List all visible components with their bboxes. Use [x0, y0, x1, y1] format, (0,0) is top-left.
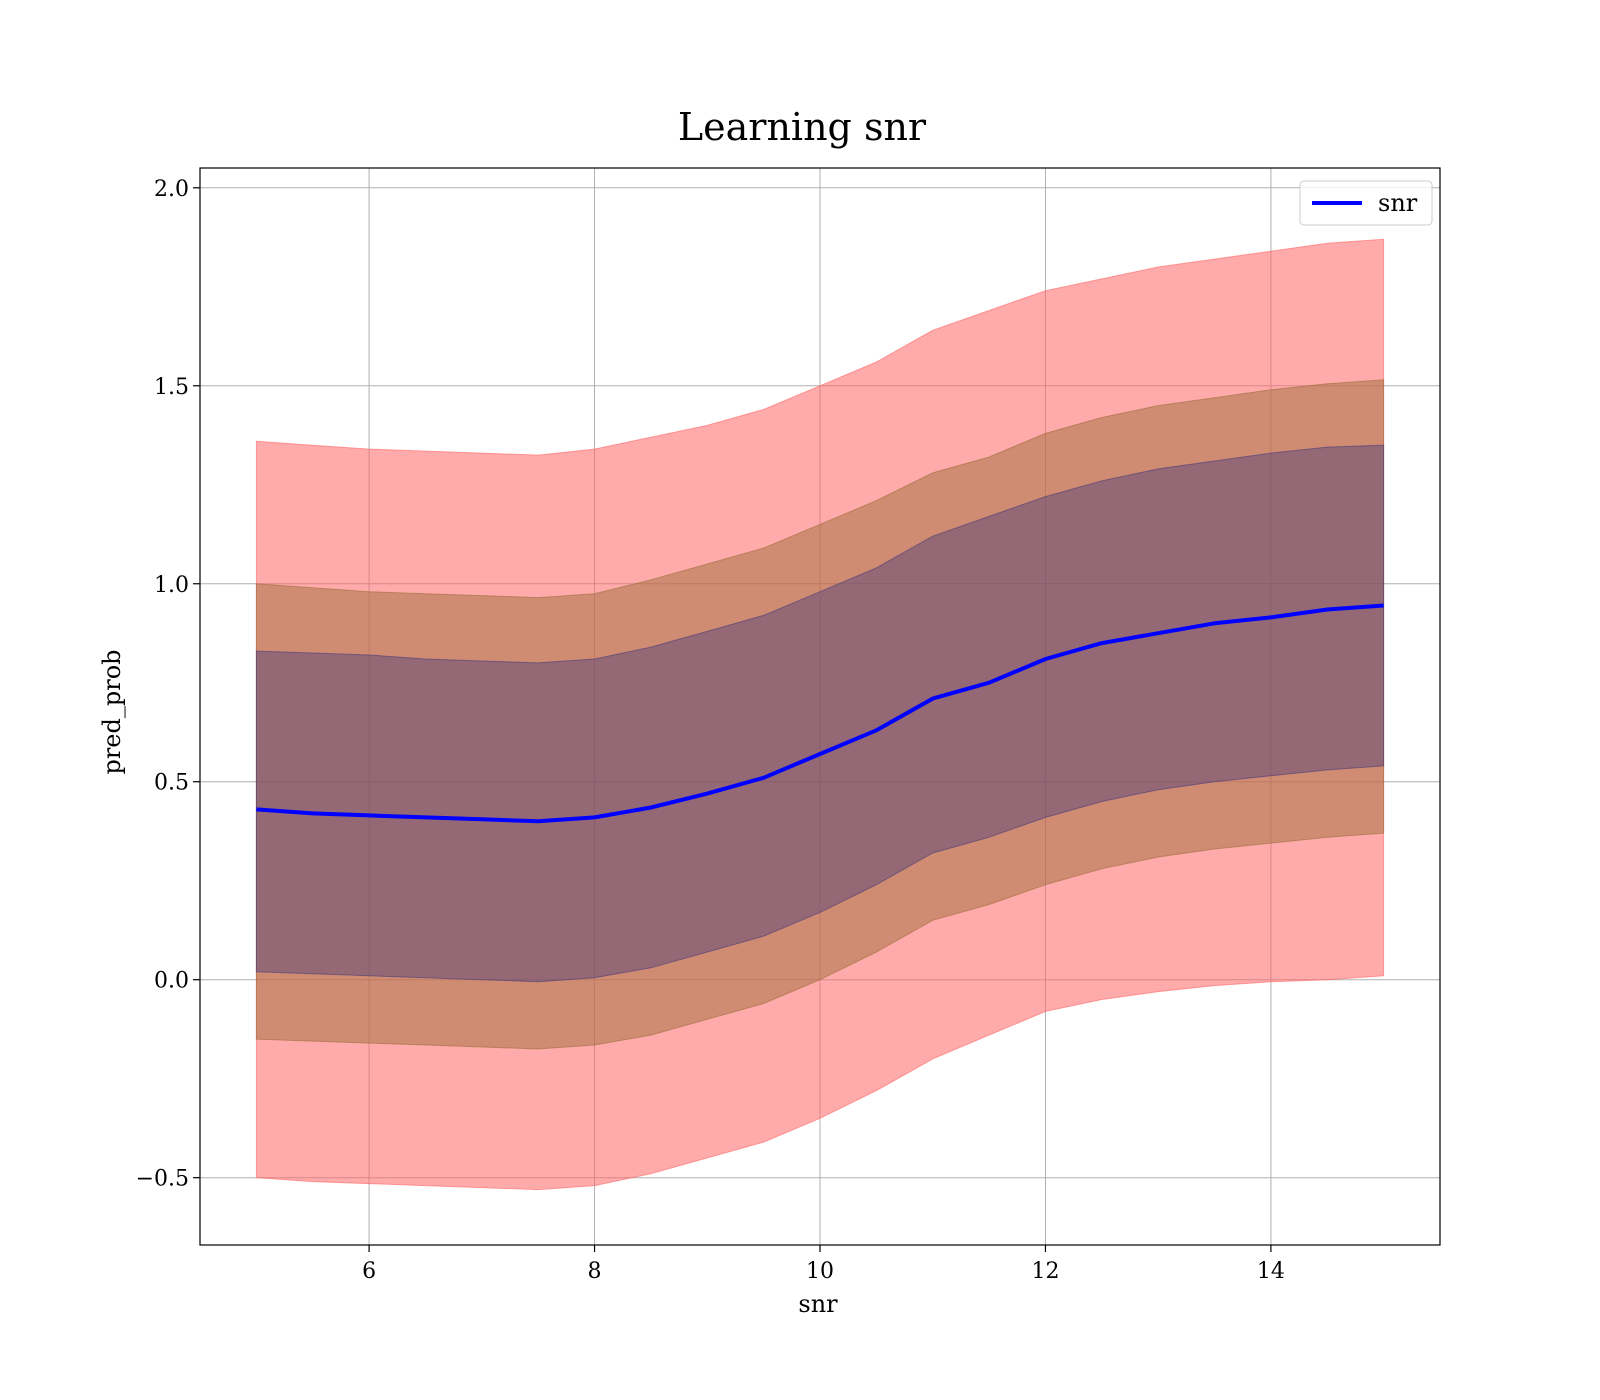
- chart-title: Learning snr: [678, 105, 927, 149]
- x-tick-label-3: 12: [1031, 1259, 1059, 1284]
- y-tick-label-1: 0.0: [154, 969, 189, 994]
- y-axis-label: pred_prob: [98, 649, 126, 774]
- y-tick-label-3: 1.0: [154, 573, 189, 598]
- y-tick-label-0: −0.5: [136, 1167, 189, 1192]
- legend: snr: [1299, 180, 1433, 226]
- band-2: [255, 444, 1385, 983]
- series-line-snr: [256, 603, 1384, 824]
- x-tick-label-0: 6: [362, 1259, 376, 1284]
- x-tick-label-1: 8: [588, 1259, 602, 1284]
- legend-label-snr: snr: [1378, 189, 1418, 217]
- x-tick-label-2: 10: [806, 1259, 834, 1284]
- x-tick-label-4: 14: [1257, 1259, 1285, 1284]
- y-tick-label-2: 0.5: [154, 771, 189, 796]
- legend-box: [1299, 180, 1433, 226]
- y-tick-label-4: 1.5: [154, 375, 189, 400]
- plot-area: 6 8 10 12 14 −0.5 0.0 0.5 1.0 1.5 2.0: [136, 167, 1441, 1284]
- band-1: [255, 379, 1385, 1050]
- x-axis-label: snr: [798, 1290, 838, 1318]
- y-tick-label-5: 2.0: [154, 177, 189, 202]
